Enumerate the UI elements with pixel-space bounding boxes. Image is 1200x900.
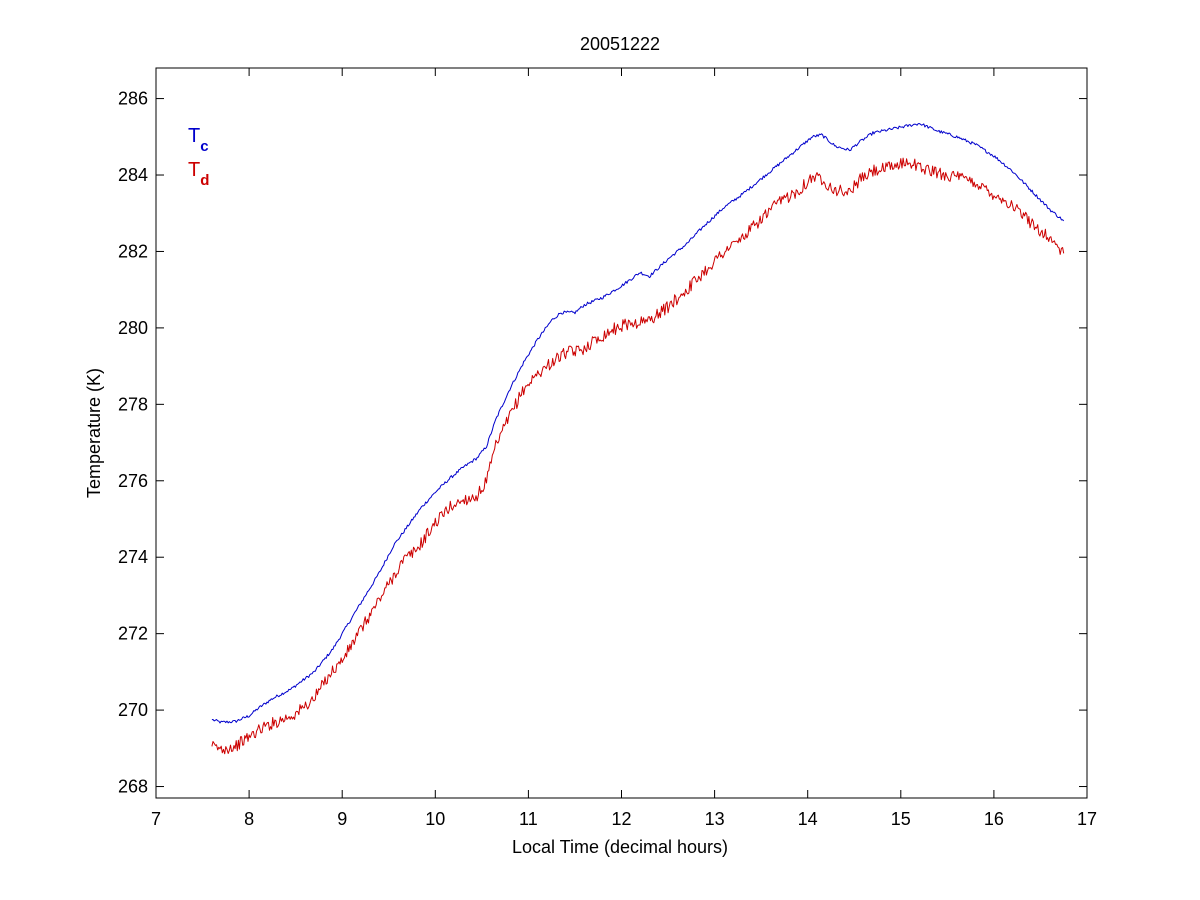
legend-entry: Tc [188,125,209,155]
x-tick-label: 8 [244,809,254,829]
legend-entry: Td [188,159,209,189]
x-tick-label: 9 [337,809,347,829]
y-tick-label: 282 [118,241,148,261]
x-tick-label: 16 [984,809,1004,829]
x-tick-label: 17 [1077,809,1097,829]
y-tick-label: 270 [118,700,148,720]
y-axis: 268 270 272 274 276 278 280 282 284 286 [118,89,1087,797]
y-tick-label: 286 [118,89,148,109]
series-layer [211,123,1065,755]
x-axis: 7 8 9 10 11 12 13 14 15 16 17 [151,68,1097,829]
y-tick-label: 284 [118,165,148,185]
x-tick-label: 10 [425,809,445,829]
chart-title: 20051222 [580,34,660,54]
x-axis-label: Local Time (decimal hours) [512,837,728,857]
x-tick-label: 14 [798,809,818,829]
x-tick-label: 12 [611,809,631,829]
y-tick-label: 268 [118,777,148,797]
x-tick-label: 15 [891,809,911,829]
series-line-2 [211,157,1065,755]
x-tick-label: 7 [151,809,161,829]
x-tick-label: 11 [519,809,538,829]
y-tick-label: 272 [118,624,148,644]
y-tick-label: 278 [118,394,148,414]
y-tick-label: 274 [118,547,148,567]
y-tick-label: 280 [118,318,148,338]
y-tick-label: 276 [118,471,148,491]
series-line-1 [211,123,1065,724]
y-axis-label: Temperature (K) [84,368,104,498]
legend: Tc Td [188,125,209,189]
x-tick-label: 13 [705,809,725,829]
